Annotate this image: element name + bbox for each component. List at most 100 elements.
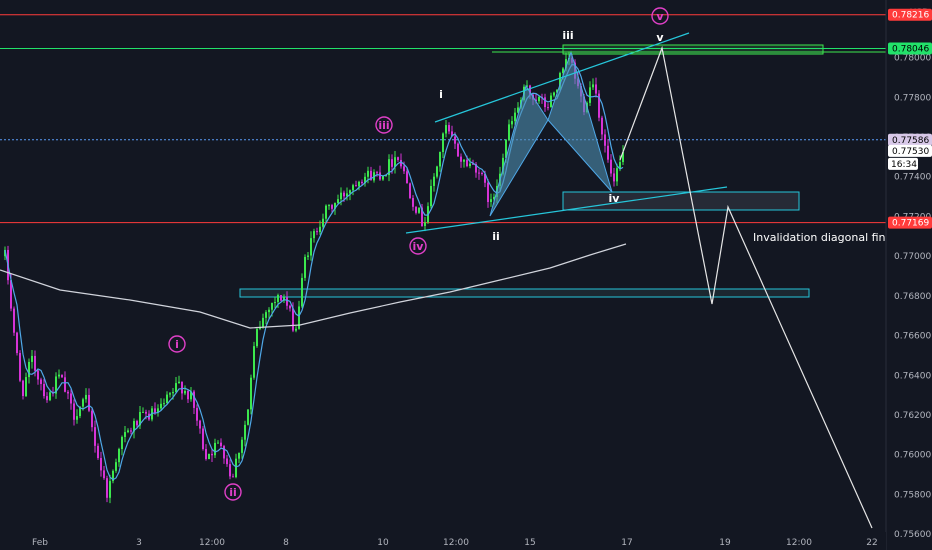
x-tick-label: 19 [719,538,731,548]
candle-body [220,442,222,447]
candle-body [592,84,594,88]
candle [589,81,591,106]
candle [301,273,303,309]
wave-label-text: v [656,31,664,44]
candle-body [76,416,78,420]
candle [238,452,240,463]
x-tick-label: 15 [524,538,535,548]
wave-label: ii [492,230,500,243]
candle-body [400,159,402,167]
candle [256,326,258,348]
candle [118,447,120,467]
candle-body [307,255,309,257]
candle-body [163,403,165,405]
candle-body [361,181,363,184]
candle [223,444,225,464]
candle [127,428,129,434]
candle-body [595,84,597,94]
candle [352,183,354,196]
candle-body [130,430,132,432]
candle [205,444,207,461]
candle-body [388,159,390,176]
candle-body [331,205,333,209]
candle [22,379,24,400]
candle [274,296,276,308]
candle-body [205,449,207,460]
candle [478,169,480,180]
candle-body [460,156,462,162]
y-tick-label: 0.76200 [894,411,931,421]
price-tag: 0.77586 [888,133,932,146]
candle-body [202,428,204,450]
candle-body [154,408,156,413]
candle-body [502,157,504,174]
candle-body [184,390,186,394]
candle-body [259,327,261,330]
candle-body [457,143,459,157]
candle-body [25,377,27,397]
wave-label-text: iii [562,29,573,42]
candle-body [604,134,606,146]
candle-body [223,446,225,459]
candle-body [601,117,603,135]
candle [232,473,234,478]
candle-body [217,442,219,444]
candle [112,469,114,484]
candle [319,220,321,235]
candle-body [37,370,39,380]
candle [253,341,255,380]
candle [313,228,315,243]
wave-label: iii [562,29,573,42]
candle [442,132,444,158]
wave-label-circle [651,7,669,25]
candle [358,180,360,191]
candle-body [274,302,276,304]
candle [337,194,339,205]
candle [91,408,93,432]
candle-body [139,411,141,426]
candle-body [436,166,438,177]
candle [487,179,489,208]
y-tick-label: 0.76800 [894,292,931,302]
candle-body [121,436,123,450]
candle-body [40,379,42,384]
wave-label-text: i [175,338,179,351]
candle-body [49,392,51,401]
price-tag-text: 0.78216 [892,11,929,21]
candle [538,96,540,104]
candle-body [421,207,423,226]
candle [133,418,135,439]
candle-body [232,476,234,478]
candle [316,227,318,236]
wave-label: iii [375,116,393,134]
candle [187,389,189,404]
candle-body [79,406,81,417]
candle [418,207,420,214]
candle-body [451,131,453,137]
candle-body [553,92,555,96]
candle-body [31,355,33,362]
candle-body [535,99,537,102]
candle [310,231,312,261]
candle-body [490,199,492,203]
y-tick-label: 0.76600 [894,332,931,342]
wave-label: v [656,31,664,44]
candle-body [418,207,420,213]
candle [115,458,117,473]
candle-body [622,152,624,163]
candle [460,153,462,168]
candle [592,78,594,90]
candle-body [313,231,315,239]
candle-body [397,157,399,160]
candle-body [412,198,414,207]
candle-body [382,175,384,180]
candle-body [598,93,600,118]
candle-body [211,453,213,456]
candle-body [28,361,30,378]
candle [13,306,15,336]
price-tag-text: 0.77586 [892,136,929,146]
candle [424,216,426,232]
candle-body [484,173,486,183]
candle-body [241,439,243,453]
candle [130,427,132,435]
